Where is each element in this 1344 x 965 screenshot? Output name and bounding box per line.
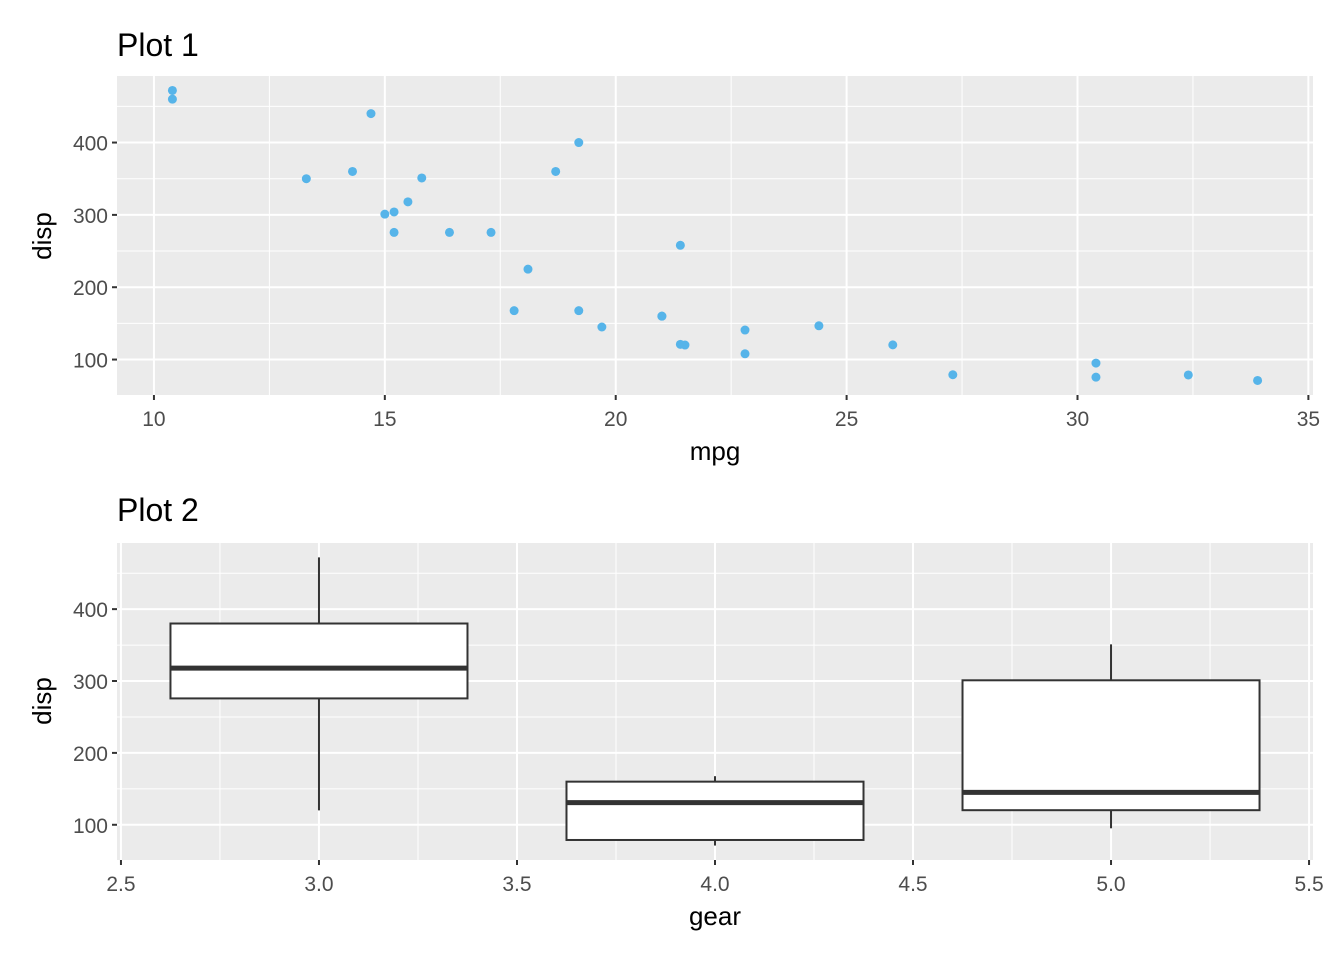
x-tick-label: 4.5	[898, 873, 927, 896]
x-tick-label: 25	[835, 408, 858, 431]
x-tick-label: 2.5	[106, 873, 135, 896]
x-tick-label: 3.0	[304, 873, 333, 896]
data-point	[1091, 372, 1101, 382]
x-tick-label: 15	[373, 408, 396, 431]
y-tick-label: 400	[73, 599, 108, 622]
y-tick-label: 300	[73, 671, 108, 694]
y-tick-label: 100	[73, 350, 108, 373]
y-tick-label: 400	[73, 133, 108, 156]
panel-background	[117, 76, 1313, 395]
data-point	[1091, 358, 1101, 368]
data-point	[366, 109, 376, 119]
x-tick-label: 3.5	[502, 873, 531, 896]
plot-2: Plot 2 2.5 3.0 3.5 4.0 4.5 5.0 5.5 100 200 300 400…	[27, 492, 1324, 931]
data-point	[551, 166, 561, 176]
boxplot-gear-5	[961, 644, 1261, 829]
data-point	[348, 166, 358, 176]
plot-1-x-label: mpg	[690, 436, 741, 466]
data-point	[574, 138, 584, 148]
box-iqr	[565, 780, 865, 841]
data-point	[574, 306, 584, 316]
y-tick-label: 100	[73, 815, 108, 838]
plot-2-x-label: gear	[689, 901, 741, 931]
x-tick-label: 5.0	[1096, 873, 1125, 896]
data-point	[301, 174, 311, 184]
x-tick-label: 5.5	[1294, 873, 1323, 896]
data-point	[597, 322, 607, 332]
plot-1-y-label: disp	[27, 212, 57, 260]
x-tick-label: 20	[604, 408, 627, 431]
x-tick-label: 35	[1297, 408, 1320, 431]
data-point	[1253, 375, 1263, 385]
y-tick-label: 200	[73, 277, 108, 300]
y-tick-label: 300	[73, 205, 108, 228]
boxplot-gear-3	[169, 557, 469, 811]
data-point	[675, 339, 685, 349]
data-point	[657, 311, 667, 321]
data-point	[509, 306, 519, 316]
data-point	[888, 340, 898, 350]
data-point	[389, 227, 399, 237]
data-point	[389, 207, 399, 217]
data-point	[167, 94, 177, 104]
data-point	[167, 85, 177, 95]
box-iqr	[961, 679, 1261, 812]
x-tick-label: 30	[1066, 408, 1089, 431]
plot-1-title: Plot 1	[117, 27, 199, 63]
data-point	[380, 209, 390, 219]
data-point	[444, 227, 454, 237]
data-point	[675, 240, 685, 250]
data-point	[403, 197, 413, 207]
data-point	[814, 321, 824, 331]
data-point	[417, 173, 427, 183]
data-point	[740, 325, 750, 335]
data-point	[486, 227, 496, 237]
x-tick-label: 10	[142, 408, 165, 431]
data-point	[740, 349, 750, 359]
plot-2-y-label: disp	[27, 677, 57, 725]
data-point	[523, 264, 533, 274]
plot-1: Plot 1 10 15 20 25 30 35 100 200 300 400 mpg disp	[27, 27, 1320, 466]
x-tick-label: 4.0	[700, 873, 729, 896]
box-iqr	[169, 622, 469, 700]
y-tick-label: 200	[73, 743, 108, 766]
data-point	[1183, 370, 1193, 380]
data-point	[948, 370, 958, 380]
boxplot-gear-4	[565, 776, 865, 846]
plot-2-title: Plot 2	[117, 492, 199, 528]
